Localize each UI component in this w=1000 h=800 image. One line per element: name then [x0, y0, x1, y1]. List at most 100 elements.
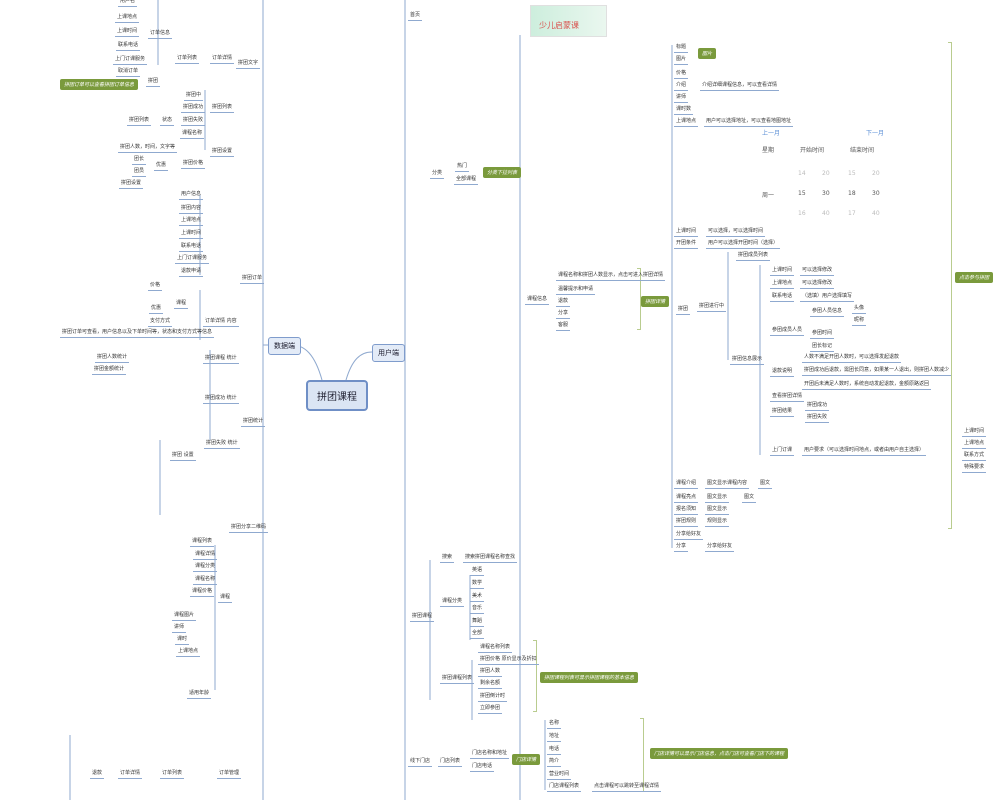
topic-node[interactable]: 讲师: [172, 624, 187, 633]
topic-node[interactable]: 退款: [90, 770, 105, 779]
topic-node[interactable]: 拼团课程 统计: [203, 355, 239, 364]
topic-node[interactable]: 拼团失败: [181, 117, 206, 126]
topic-node[interactable]: 订单详情: [210, 55, 235, 64]
time-picker-cell[interactable]: 40: [872, 210, 880, 217]
topic-node[interactable]: 课程分类: [193, 563, 218, 572]
topic-node[interactable]: 音乐: [470, 605, 485, 614]
topic-node[interactable]: 拼团失败: [805, 414, 830, 423]
topic-node[interactable]: 联系方式: [962, 452, 987, 461]
topic-node[interactable]: 上课时间: [962, 428, 987, 437]
topic-node[interactable]: 门店课程列表: [547, 783, 582, 792]
topic-node[interactable]: 分享: [674, 543, 689, 552]
topic-node[interactable]: 课程分类: [440, 598, 465, 607]
topic-node[interactable]: 课程名称: [193, 576, 218, 585]
topic-node[interactable]: 开团条件: [674, 240, 699, 249]
topic-node[interactable]: 地址: [547, 733, 562, 742]
topic-node[interactable]: 上课地点: [770, 280, 795, 289]
topic-node[interactable]: 图片: [674, 56, 689, 65]
topic-node[interactable]: 拼团进行中: [697, 303, 727, 312]
topic-node[interactable]: 报名须知: [674, 506, 699, 515]
time-picker-cell[interactable]: 开始时间: [800, 147, 825, 154]
topic-node[interactable]: 拼团金额统计: [92, 366, 127, 375]
topic-node[interactable]: 拼团成功后退款，需团长同意，如果某一人退出，则拼团人数减少: [802, 367, 952, 376]
topic-node[interactable]: 查看拼团详情: [770, 393, 805, 402]
topic-node[interactable]: 立即参团: [478, 705, 503, 714]
topic-node[interactable]: 介绍: [674, 82, 689, 91]
topic-node[interactable]: 拼团: [146, 78, 161, 87]
topic-node[interactable]: 拼团: [676, 306, 691, 315]
topic-node[interactable]: 图文显示课程内容: [705, 480, 750, 489]
summary-tag[interactable]: 分类下拉列表: [483, 167, 522, 178]
summary-tag[interactable]: 拼团详情: [641, 296, 670, 307]
topic-node[interactable]: 简介: [547, 758, 562, 767]
topic-node[interactable]: 课程介绍: [674, 480, 699, 489]
topic-node[interactable]: （选填）用户选择填写: [800, 293, 855, 302]
topic-node[interactable]: 客服: [556, 322, 571, 331]
time-picker-cell[interactable]: 14: [798, 170, 806, 177]
topic-node[interactable]: 上门订课: [770, 447, 795, 456]
time-picker-cell[interactable]: 15: [798, 190, 806, 197]
topic-node[interactable]: 拼团结果: [770, 408, 795, 417]
time-picker-cell[interactable]: 30: [872, 190, 880, 197]
topic-node[interactable]: 上课时间: [674, 228, 699, 237]
topic-node[interactable]: 课程详情: [193, 551, 218, 560]
topic-node[interactable]: 剩余名额: [478, 680, 503, 689]
topic-node[interactable]: 英语: [470, 567, 485, 576]
topic-node[interactable]: 上课时间: [770, 267, 795, 276]
topic-node[interactable]: 拼团价格: [181, 160, 206, 169]
topic-node[interactable]: 订单详情: [118, 770, 143, 779]
topic-node[interactable]: 支付方式: [148, 318, 173, 327]
topic-node[interactable]: 退款: [556, 298, 571, 307]
topic-node[interactable]: 课程亮点: [674, 494, 699, 503]
topic-node[interactable]: 拼团订单: [240, 275, 265, 284]
topic-node[interactable]: 介绍详细课程信息，可以查看详情: [700, 82, 780, 91]
topic-node[interactable]: 分类: [430, 170, 445, 179]
topic-node[interactable]: 订单管理: [217, 770, 242, 779]
topic-node[interactable]: 拼团信息展示: [730, 356, 765, 365]
topic-node[interactable]: 头像: [852, 305, 867, 314]
topic-node[interactable]: 联系电话: [770, 293, 795, 302]
topic-node[interactable]: 拼团成功: [181, 104, 206, 113]
topic-node[interactable]: 拼团统计: [241, 418, 266, 427]
topic-node[interactable]: 参团时间: [810, 330, 835, 339]
topic-node[interactable]: 用户要求（可以选择时间地点，或者由用户自主选择）: [802, 447, 927, 456]
topic-node[interactable]: 用户可以选择开团时间（选择）: [706, 240, 781, 249]
topic-node[interactable]: 团员: [132, 168, 147, 177]
topic-node[interactable]: 拼团设置: [119, 180, 144, 189]
topic-node[interactable]: 上课时间: [179, 230, 204, 239]
topic-node[interactable]: 拼团设置: [210, 148, 235, 157]
topic-node[interactable]: 价格: [148, 282, 163, 291]
topic-node[interactable]: 可以选择，可以选择时间: [706, 228, 766, 237]
time-picker-cell[interactable]: 下一月: [866, 130, 885, 137]
topic-node[interactable]: 分享: [556, 310, 571, 319]
topic-node[interactable]: 课程名称和拼团人数显示，点击可进入拼团详情: [556, 272, 666, 281]
topic-node[interactable]: 参团人员信息: [810, 308, 845, 317]
topic-node[interactable]: 搜索拼团课程名称查找: [463, 554, 518, 563]
topic-node[interactable]: 标题: [674, 44, 689, 53]
topic-node[interactable]: 图文显示: [705, 506, 730, 515]
topic-node[interactable]: 上课时间: [115, 28, 140, 37]
topic-node[interactable]: 拼团规则: [674, 518, 699, 527]
topic-node[interactable]: 分享给好友: [705, 543, 735, 552]
topic-node[interactable]: 参团成员人员: [770, 327, 805, 336]
topic-node[interactable]: 适用年龄: [187, 690, 212, 699]
topic-node[interactable]: 图文显示: [705, 494, 730, 503]
time-picker-cell[interactable]: 18: [848, 190, 856, 197]
topic-node[interactable]: 拼团列表: [127, 117, 152, 126]
topic-node[interactable]: 课程图片: [172, 612, 197, 621]
topic-node[interactable]: 用户信息: [179, 191, 204, 200]
topic-node[interactable]: 可以选择修改: [800, 280, 835, 289]
topic-node[interactable]: 门店名称和地址: [470, 750, 510, 759]
topic-node[interactable]: 昵称: [852, 317, 867, 326]
topic-node[interactable]: 上课地点: [962, 440, 987, 449]
time-picker-cell[interactable]: 15: [848, 170, 856, 177]
topic-node[interactable]: 上课地点: [176, 648, 201, 657]
topic-node[interactable]: 用户可以选择地址，可以查看地图地址: [704, 118, 794, 127]
topic-node[interactable]: 团长标记: [810, 343, 835, 352]
topic-node[interactable]: 课程名称列表: [478, 644, 513, 653]
topic-node[interactable]: 点击课程可以跳转至课程详情: [592, 783, 662, 792]
topic-node[interactable]: 订单信息: [148, 30, 173, 39]
main-topic-data-side[interactable]: 数据端: [268, 337, 301, 355]
topic-node[interactable]: 拼团倒计时: [478, 693, 508, 702]
time-picker-cell[interactable]: 星期: [762, 147, 775, 154]
